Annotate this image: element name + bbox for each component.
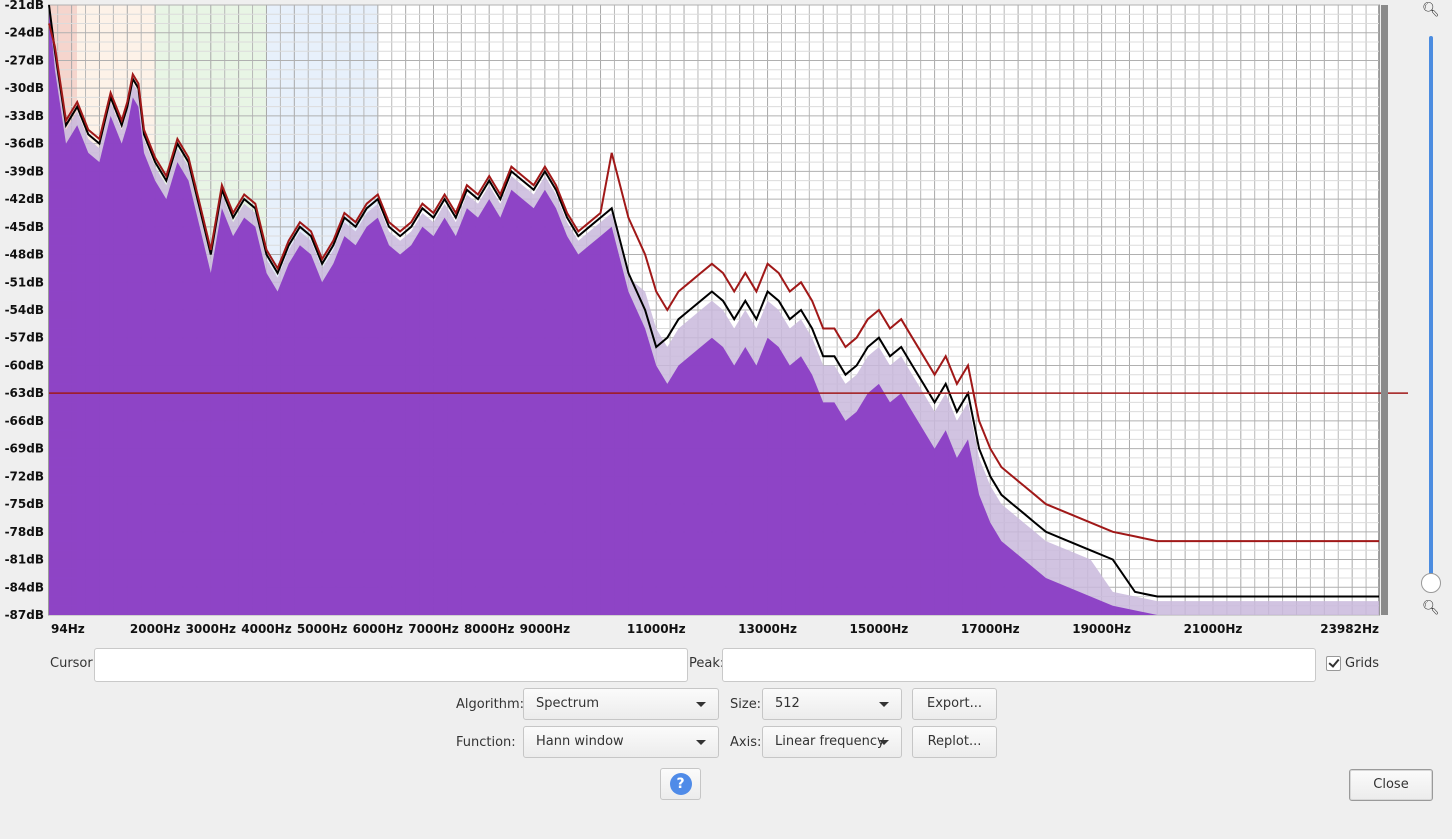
export-button[interactable]: Export... xyxy=(912,688,997,720)
x-axis-label: 3000Hz xyxy=(186,622,236,636)
grids-label: Grids xyxy=(1345,656,1380,671)
y-axis-label: -84dB xyxy=(5,580,44,594)
x-axis-label: 8000Hz xyxy=(464,622,514,636)
y-axis-label: -21dB xyxy=(5,0,44,12)
x-axis-label: 17000Hz xyxy=(961,622,1020,636)
x-axis-label: 21000Hz xyxy=(1184,622,1243,636)
x-axis-label: 11000Hz xyxy=(627,622,686,636)
chevron-down-icon xyxy=(879,740,889,745)
y-axis-label: -42dB xyxy=(5,192,44,206)
chevron-down-icon xyxy=(696,702,706,707)
spectrum-chart[interactable]: -21dB -24dB -27dB -30dB -33dB -36dB -39dB -42dB… xyxy=(0,0,1452,640)
x-axis-label: 9000Hz xyxy=(520,622,570,636)
y-axis-label: -45dB xyxy=(5,220,44,234)
x-axis-label: 6000Hz xyxy=(353,622,403,636)
x-axis-label: 23982Hz xyxy=(1320,622,1379,636)
y-axis-label: -51dB xyxy=(5,275,44,289)
cursor-field[interactable] xyxy=(94,648,688,682)
axis-label: Axis: xyxy=(730,735,762,750)
y-axis-label: -66dB xyxy=(5,414,44,428)
x-axis-label: 15000Hz xyxy=(850,622,909,636)
plot-scrollbar xyxy=(1381,5,1388,615)
peak-field[interactable] xyxy=(722,648,1316,682)
help-icon: ? xyxy=(669,773,692,795)
size-select[interactable]: 512 xyxy=(762,688,902,720)
y-axis-label: -48dB xyxy=(5,248,44,262)
chevron-down-icon xyxy=(696,740,706,745)
function-value: Hann window xyxy=(536,734,624,749)
x-axis-label: 19000Hz xyxy=(1072,622,1131,636)
grids-checkbox[interactable] xyxy=(1326,656,1341,671)
help-button[interactable]: ? xyxy=(660,768,701,800)
function-select[interactable]: Hann window xyxy=(523,726,719,758)
cursor-label: Cursor: xyxy=(50,656,97,671)
x-axis-label: 5000Hz xyxy=(297,622,347,636)
replot-button[interactable]: Replot... xyxy=(912,726,997,758)
y-axis-label: -81dB xyxy=(5,553,44,567)
zoom-slider-thumb[interactable] xyxy=(1421,573,1441,593)
y-axis-label: -36dB xyxy=(5,137,44,151)
function-label: Function: xyxy=(456,735,516,750)
zoom-in-icon[interactable]: 🔍︎ xyxy=(1422,2,1440,18)
x-axis-label: 7000Hz xyxy=(408,622,458,636)
y-axis-label: -54dB xyxy=(5,303,44,317)
peak-label: Peak: xyxy=(689,656,725,671)
chevron-down-icon xyxy=(879,702,889,707)
spectrum-peak-line xyxy=(48,4,1379,598)
x-axis-label: 94Hz xyxy=(51,622,85,636)
y-axis-label: -24dB xyxy=(5,26,44,40)
y-axis-label: -78dB xyxy=(5,525,44,539)
size-label: Size: xyxy=(730,697,762,712)
axis-select[interactable]: Linear frequency xyxy=(762,726,902,758)
x-axis-label: 13000Hz xyxy=(738,622,797,636)
y-axis-label: -72dB xyxy=(5,469,44,483)
y-axis-label: -57dB xyxy=(5,331,44,345)
y-axis-label: -33dB xyxy=(5,109,44,123)
size-value: 512 xyxy=(775,696,800,711)
y-axis-label: -63dB xyxy=(5,386,44,400)
zoom-out-icon[interactable]: 🔍︎ xyxy=(1422,600,1440,616)
axis-value: Linear frequency xyxy=(775,734,885,749)
x-axis-label: 2000Hz xyxy=(130,622,180,636)
y-axis-label: -87dB xyxy=(5,608,44,622)
algorithm-value: Spectrum xyxy=(536,696,599,711)
zoom-slider[interactable] xyxy=(1429,36,1433,584)
close-button[interactable]: Close xyxy=(1349,769,1433,801)
y-axis-label: -39dB xyxy=(5,164,44,178)
y-axis-label: -27dB xyxy=(5,53,44,67)
spectrum-fill-area xyxy=(49,5,1379,615)
y-axis-label: -75dB xyxy=(5,497,44,511)
x-axis-label: 4000Hz xyxy=(241,622,291,636)
spectrum-average-line xyxy=(48,23,1379,543)
algorithm-select[interactable]: Spectrum xyxy=(523,688,719,720)
y-axis-label: -60dB xyxy=(5,358,44,372)
algorithm-label: Algorithm: xyxy=(456,697,525,712)
y-axis-label: -69dB xyxy=(5,442,44,456)
y-axis-label: -30dB xyxy=(5,81,44,95)
spectrum-plot[interactable]: -21dB -24dB -27dB -30dB -33dB -36dB -39dB -42dB… xyxy=(0,0,1452,640)
